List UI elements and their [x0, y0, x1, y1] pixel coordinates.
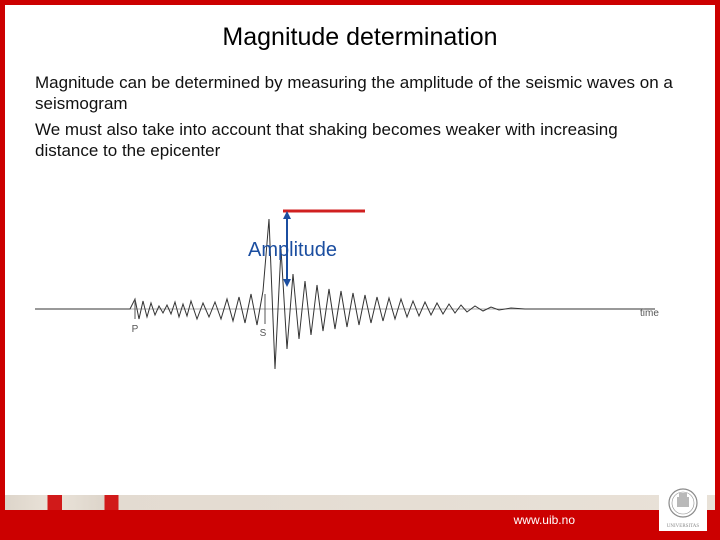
seismogram-diagram: P S time Amplitude — [35, 189, 685, 389]
slide-footer: www.uib.no UNIVERSITAS BERGENSIS — [5, 495, 715, 535]
seismogram-svg: P S time — [35, 189, 685, 389]
p-label: P — [132, 324, 139, 335]
slide-title: Magnitude determination — [35, 23, 685, 52]
university-logo: UNIVERSITAS BERGENSIS — [659, 483, 707, 531]
s-label: S — [260, 328, 267, 339]
seismogram-trace — [35, 219, 655, 369]
slide-content: Magnitude determination Magnitude can be… — [5, 5, 715, 495]
paragraph-2: We must also take into account that shak… — [35, 119, 685, 162]
paragraph-1: Magnitude can be determined by measuring… — [35, 72, 685, 115]
amplitude-label: Amplitude — [248, 239, 337, 262]
footer-url: www.uib.no — [514, 513, 575, 527]
footer-bar — [5, 510, 715, 535]
time-label: time — [640, 308, 659, 319]
footer-pattern-strip — [5, 495, 715, 510]
